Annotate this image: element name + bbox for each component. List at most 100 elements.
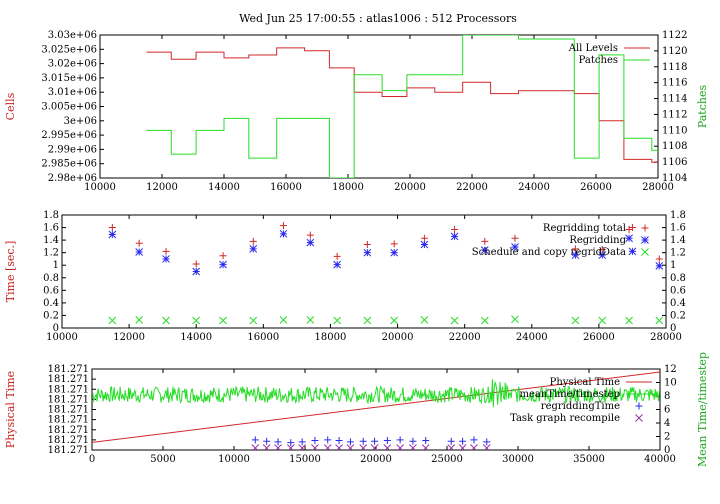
legend-label-meantime-timestep: meanTime/timestep [519,389,620,400]
data-point-schedule-and-copy-regriddata [390,316,399,325]
y2-tick-label: 1120 [662,46,687,57]
data-point-task-graph-recompile [409,444,417,450]
data-point-regridding [480,246,489,255]
data-point-regriddingtime [409,437,417,445]
y-tick-label: 3.015e+06 [41,73,97,84]
data-point-regridding [598,251,607,260]
y2-tick-label: 1.6 [670,223,686,234]
data-point-regridding [628,247,637,256]
data-point-regridding [571,251,580,260]
y2-axis-label: Patches [696,85,709,129]
y2-tick-label: 8 [664,391,670,402]
data-point-schedule-and-copy-regriddata [655,316,664,325]
data-point-regriddingtime [396,436,404,444]
data-point-regridding-total [219,252,227,260]
data-point-regridding [135,248,144,256]
x-tick-label: 40000 [644,454,676,465]
data-point-regridding-total [390,240,398,248]
y-tick-label: 181.271 [48,364,89,375]
data-point-regridding-total [279,222,287,230]
plot-2: 10000 12000 14000 16000 18000 20000 22000 24000… [4,210,686,343]
x-tick-label: 18000 [315,332,347,343]
y2-tick-label: 1112 [662,109,687,120]
data-point-task-graph-recompile [286,444,295,450]
data-point-regridding [625,234,633,243]
data-point-schedule-and-copy-regriddata [306,315,315,324]
data-point-schedule-and-copy-regriddata [162,316,170,325]
y-tick-label: 3.01e+06 [48,87,97,98]
data-point-schedule-and-copy-regriddata [363,316,372,325]
y2-tick-label: 2 [664,432,670,443]
data-point-schedule-and-copy-regriddata [450,316,459,325]
x-tick-label: 16000 [247,332,279,343]
data-point-schedule-and-copy-regriddata [279,315,288,324]
legend-marker-schedule-and-copy-regriddata [641,248,649,256]
y2-tick-label: 0 [670,323,676,334]
y2-tick-label: 1110 [662,125,687,136]
data-point-task-graph-recompile [482,444,491,450]
data-point-regriddingtime [483,438,491,446]
y2-tick-label: 1.2 [670,248,686,259]
legend-marker-regriddingtime [635,402,643,410]
data-point-schedule-and-copy-regriddata [219,316,227,325]
data-point-schedule-and-copy-regriddata [135,315,144,324]
data-point-regridding-total [655,255,663,263]
data-point-schedule-and-copy-regriddata [571,316,580,325]
data-point-task-graph-recompile [370,444,379,450]
x-tick-label: 5000 [150,454,175,465]
data-point-regridding [450,232,459,241]
plot-area [108,222,664,325]
data-point-schedule-and-copy-regriddata [249,316,258,325]
y-tick-label: 181.271 [48,405,89,416]
data-point-regriddingtime [251,436,259,444]
data-point-schedule-and-copy-regriddata [625,316,633,325]
y-tick-label: 1.6 [43,223,59,234]
y2-tick-label: 1.8 [670,210,686,221]
y2-tick-label: 1122 [662,30,687,41]
y-tick-label: 181.271 [48,374,89,385]
y2-tick-label: 12 [664,364,677,375]
x-tick-label: 16000 [270,182,302,193]
x-tick-label: 12000 [113,332,145,343]
y-tick-label: 0.8 [43,273,59,284]
y-tick-label: 3.03e+06 [48,30,97,41]
y2-tick-label: 0 [664,445,670,456]
y2-tick-label: 1 [670,260,676,271]
y-axis-label: Time [sec.] [4,241,17,303]
y-tick-label: 3.02e+06 [48,59,97,70]
legend-label-regridding-total: Regridding total [543,223,626,234]
data-point-regridding [192,267,201,276]
data-point-regridding-total [249,237,257,245]
data-point-regridding-total [192,260,200,268]
y2-tick-label: 10 [664,378,677,389]
plot-1: 10000 12000 14000 16000 18000 20000 22000 24000… [4,30,709,193]
data-point-schedule-and-copy-regriddata [192,316,201,325]
x-tick-label: 0 [89,454,95,465]
y-axis-label: Cells [4,92,17,120]
y-tick-label: 181.271 [48,425,89,436]
y-tick-label: 2.99e+06 [48,144,97,155]
data-point-task-graph-recompile [323,444,332,450]
x-tick-label: 24000 [516,332,548,343]
series-line-meantime-timestep [92,379,660,408]
data-point-schedule-and-copy-regriddata [511,315,519,324]
data-point-regridding [511,243,519,251]
data-point-regriddingtime [346,438,354,446]
data-point-task-graph-recompile [470,444,478,450]
y-tick-label: 181.271 [48,394,89,405]
data-point-task-graph-recompile [458,444,467,450]
data-point-regriddingtime [287,439,295,447]
x-tick-label: 10000 [84,182,116,193]
data-point-regridding [279,229,288,238]
legend-label-regriddingtime: regriddingTime [541,401,620,412]
legend-label-physical-time: Physical Time [550,377,620,388]
y2-tick-label: 1104 [662,173,687,184]
data-point-regridding [363,248,372,257]
y-axis-label: Physical Time [4,371,17,448]
data-point-regridding-total [451,225,459,233]
y-tick-label: 1.8 [43,210,59,221]
y-tick-label: 1.2 [43,248,59,259]
data-point-regriddingtime [298,438,306,446]
x-tick-label: 26000 [580,182,612,193]
